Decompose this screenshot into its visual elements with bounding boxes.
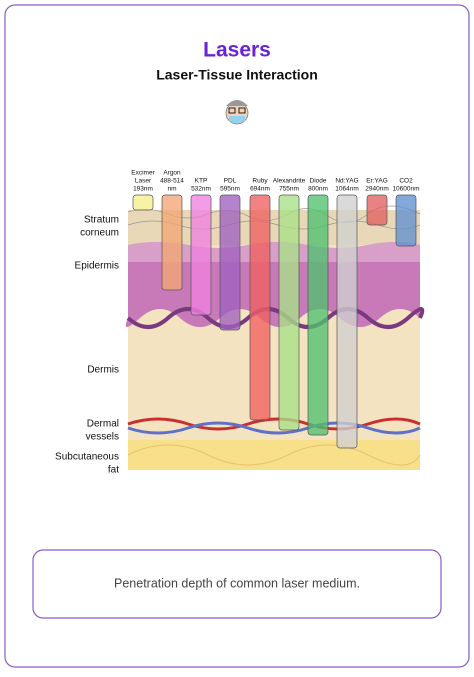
laser-label: PDL xyxy=(224,178,237,185)
layer-label: Epidermis xyxy=(75,261,119,272)
laser-label: KTP xyxy=(195,178,208,185)
laser-label: 800nm xyxy=(308,186,328,193)
layer-label: corneum xyxy=(80,228,119,239)
laser-bar xyxy=(366,194,388,226)
laser-bar xyxy=(395,194,417,247)
laser-label: 755nm xyxy=(279,186,299,193)
laser-label: Excimer xyxy=(131,170,155,177)
laser-bar xyxy=(336,194,358,449)
laser-bar xyxy=(132,194,154,211)
laser-bar xyxy=(307,194,329,436)
laser-label: 532nm xyxy=(191,186,211,193)
laser-label: 595nm xyxy=(220,186,240,193)
subtitle: Laser-Tissue Interaction xyxy=(156,67,318,83)
layer-label: Stratum xyxy=(84,215,119,226)
laser-label: Ruby xyxy=(252,178,268,185)
caption: Penetration depth of common laser medium… xyxy=(114,576,360,590)
layer-label: Subcutaneous xyxy=(55,452,119,463)
title: Lasers xyxy=(203,39,271,62)
laser-label: Argon xyxy=(163,170,181,177)
layer-label: Dermal xyxy=(87,419,119,430)
layer-label: fat xyxy=(108,465,119,476)
laser-bar xyxy=(249,194,271,421)
laser-label: 10600nm xyxy=(392,186,419,193)
layer-label: vessels xyxy=(86,432,119,443)
laser-bar xyxy=(190,194,212,316)
laser-label: 1064nm xyxy=(335,186,359,193)
laser-label: 488-514 xyxy=(160,178,184,185)
avatar-icon xyxy=(225,100,249,125)
laser-bar xyxy=(161,194,183,291)
laser-label: Nd:YAG xyxy=(335,178,358,185)
laser-bar xyxy=(278,194,300,431)
layer-label-group: Stratum corneum Epidermis Dermis Dermal vesse… xyxy=(55,215,119,476)
laser-bar xyxy=(219,194,241,331)
layer-label: Dermis xyxy=(87,365,119,376)
laser-label: Alexandrite xyxy=(273,178,306,185)
laser-label: 193nm xyxy=(133,186,153,193)
laser-label: 694nm xyxy=(250,186,270,193)
caption-box xyxy=(32,549,442,619)
laser-label: 2940nm xyxy=(365,186,389,193)
laser-label: Er:YAG xyxy=(366,178,388,185)
laser-label: CO2 xyxy=(399,178,413,185)
laser-label: Laser xyxy=(135,178,152,185)
laser-label: Diode xyxy=(310,178,327,185)
laser-label: nm xyxy=(167,186,176,193)
